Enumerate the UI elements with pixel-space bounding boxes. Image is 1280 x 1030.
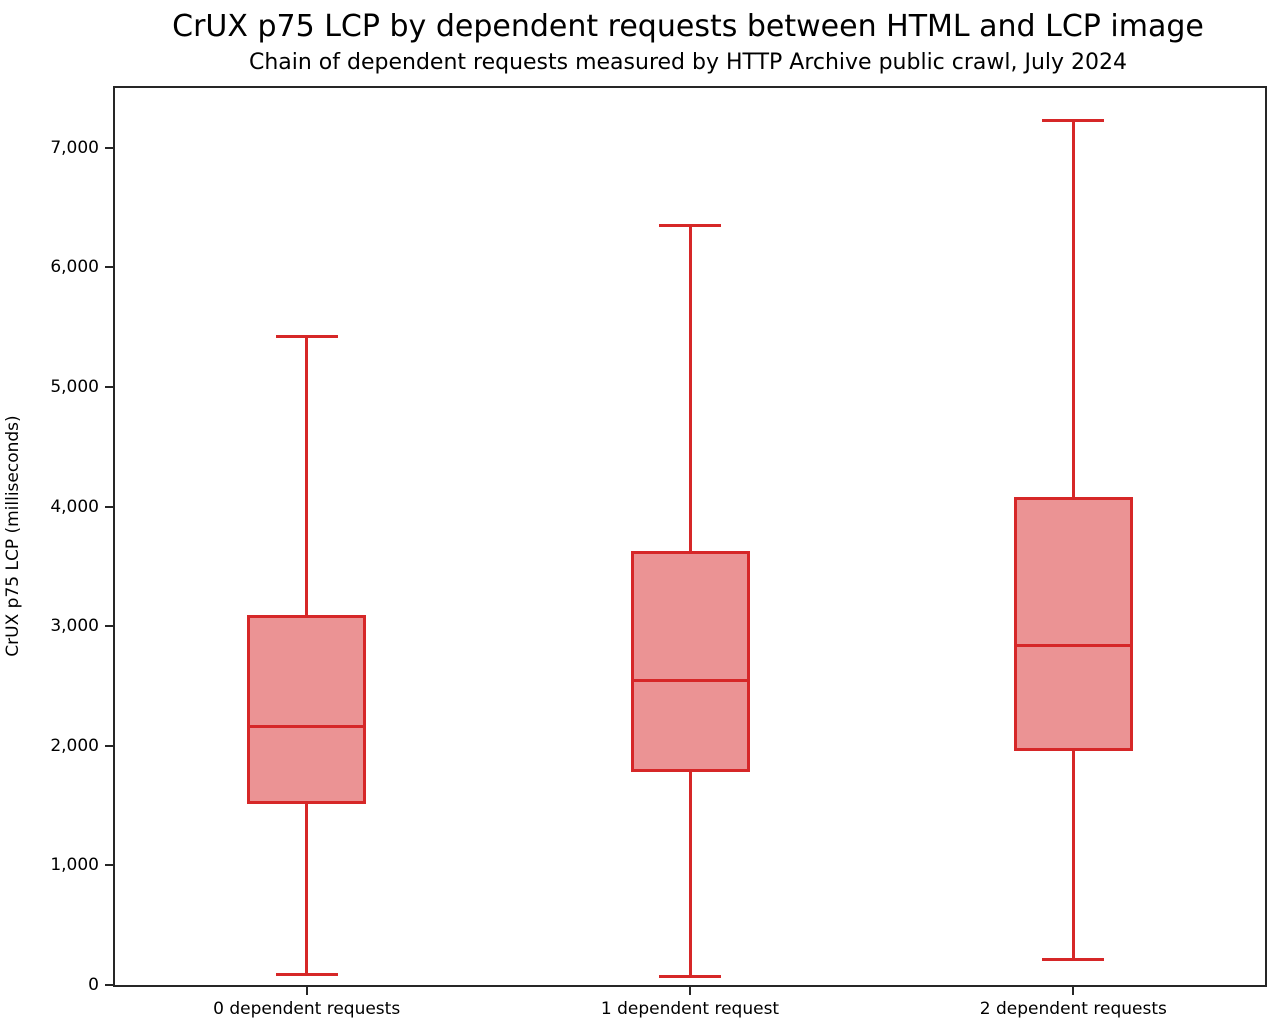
upper-whisker — [305, 336, 309, 617]
lower-whisker — [1071, 749, 1075, 960]
lower-whisker-cap — [275, 972, 338, 976]
y-tick-mark — [105, 984, 113, 986]
y-tick-mark — [105, 625, 113, 628]
plot-area: 0 1,000 2,000 3,000 4,000 5,000 6,000 7,000 0 de… — [50, 86, 1267, 1019]
chart-subtitle: Chain of dependent requests measured by … — [248, 50, 1128, 75]
x-tick-label: 2 dependent requests — [979, 999, 1167, 1019]
upper-whisker-cap — [275, 334, 338, 338]
upper-whisker-cap — [1042, 118, 1105, 122]
x-tick-label: 0 dependent requests — [213, 999, 401, 1019]
y-tick-mark — [105, 386, 113, 388]
iqr-box — [247, 615, 367, 804]
x-tick-mark — [1072, 987, 1075, 995]
y-tick-mark — [105, 266, 113, 269]
lower-whisker — [305, 802, 309, 975]
y-tick-label: 2,000 — [50, 735, 99, 756]
y-tick-label: 7,000 — [50, 137, 99, 158]
chart-title: CrUX p75 LCP by dependent requests betwe… — [172, 9, 1204, 44]
lower-whisker-cap — [1042, 957, 1105, 961]
iqr-box — [1013, 496, 1133, 751]
x-tick-mark — [689, 987, 691, 995]
median-line — [630, 678, 750, 682]
upper-whisker — [688, 225, 692, 553]
median-line — [1013, 643, 1133, 647]
y-tick-mark — [105, 864, 113, 867]
y-tick-label: 4,000 — [50, 496, 99, 517]
x-tick-label: 1 dependent request — [600, 999, 780, 1019]
y-tick-mark — [105, 146, 113, 149]
iqr-box — [630, 550, 750, 773]
upper-whisker — [1071, 120, 1075, 499]
y-tick-label: 5,000 — [50, 377, 99, 397]
y-tick-label: 0 — [88, 975, 99, 995]
x-tick-mark — [305, 987, 308, 995]
y-tick-label: 6,000 — [50, 257, 99, 278]
y-tick-label: 3,000 — [50, 616, 99, 637]
median-line — [247, 724, 367, 728]
y-tick-mark — [105, 744, 113, 747]
y-tick-mark — [105, 505, 113, 508]
lower-whisker — [688, 770, 692, 977]
y-tick-label: 1,000 — [50, 855, 99, 876]
lower-whisker-cap — [659, 975, 721, 979]
upper-whisker-cap — [659, 224, 721, 228]
